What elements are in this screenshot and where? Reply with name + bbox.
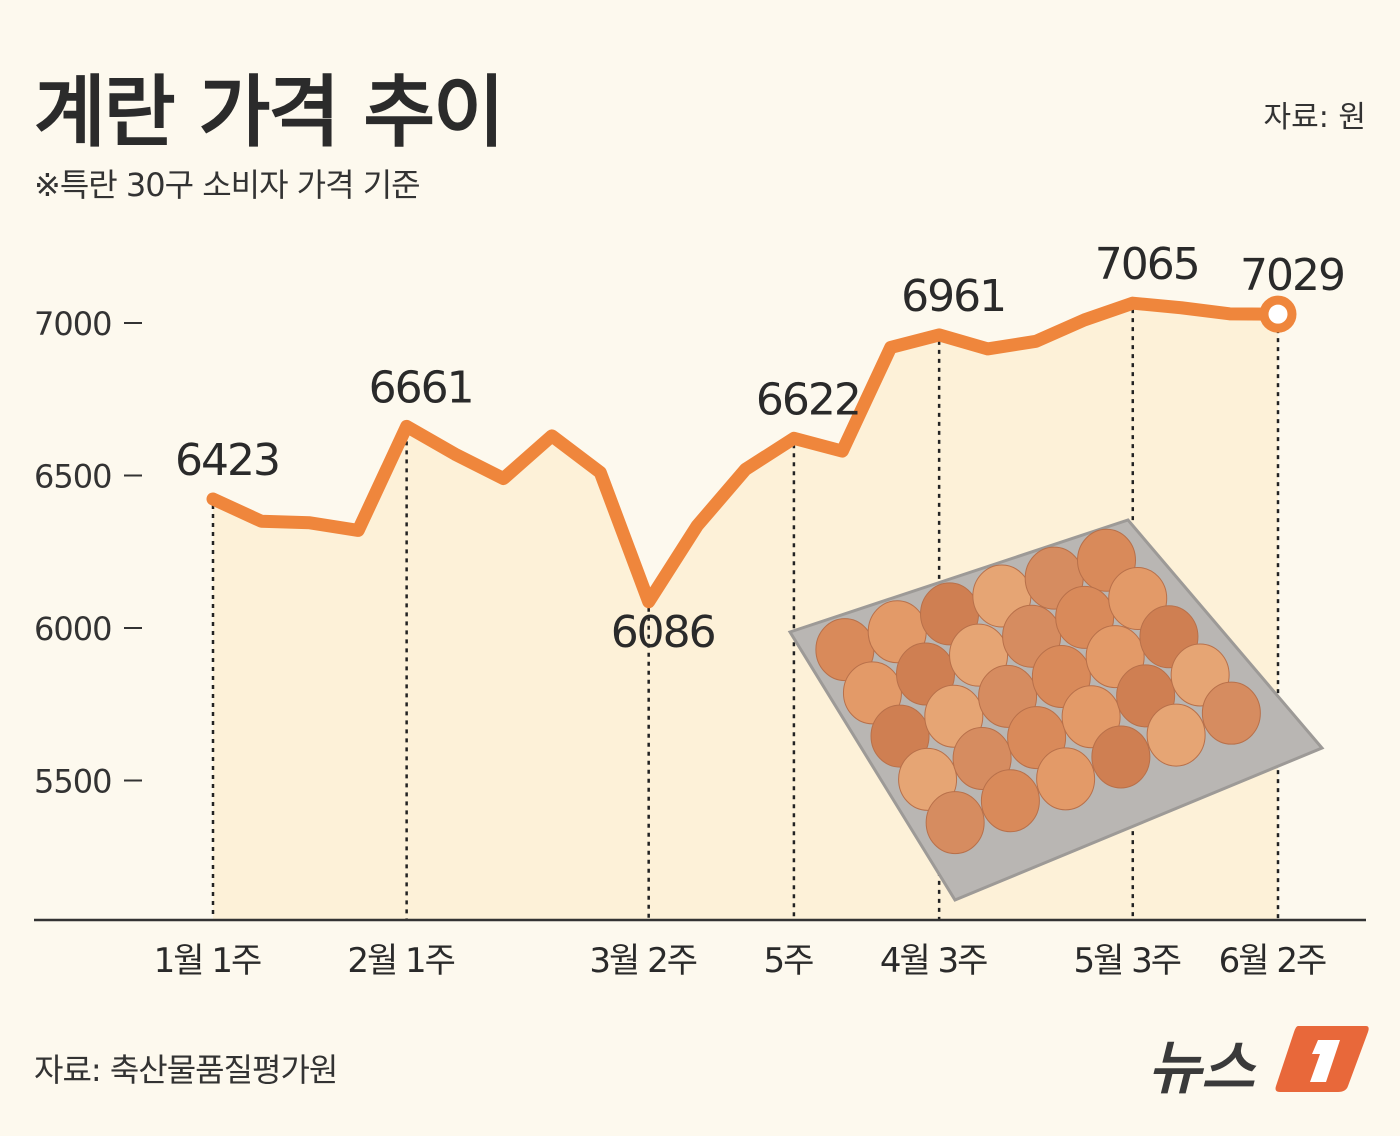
value-label: 6961: [901, 271, 1005, 322]
x-tick-label: 3월 2주: [589, 941, 696, 981]
data-point: [259, 519, 264, 524]
data-point: [743, 467, 748, 472]
value-label: 7065: [1095, 239, 1199, 290]
egg: [1201, 681, 1261, 745]
y-tick-label: 6000: [34, 610, 111, 648]
egg-tray-photo: [787, 518, 1325, 902]
y-tick-label: 7000: [34, 305, 111, 343]
value-label: 6661: [369, 362, 473, 413]
data-point: [1227, 311, 1232, 316]
data-point: [646, 599, 651, 604]
data-point: [307, 520, 312, 525]
data-point: [937, 332, 942, 337]
data-point: [840, 449, 845, 454]
x-tick-label: 5월 3주: [1073, 941, 1180, 981]
y-tick-label: 5500: [34, 763, 111, 801]
news1-logo: 뉴스: [1148, 1018, 1373, 1102]
source-label: 자료: 축산물품질평가원: [34, 1051, 338, 1089]
chart-title: 계란 가격 추이: [34, 68, 505, 158]
egg: [1036, 747, 1096, 811]
value-label: 7029: [1240, 250, 1344, 301]
egg: [1091, 725, 1151, 789]
data-point: [1130, 301, 1135, 306]
data-point: [549, 433, 554, 438]
chart-subtitle: ※특란 30구 소비자 가격 기준: [34, 166, 421, 204]
data-point: [888, 345, 893, 350]
data-point: [1179, 305, 1184, 310]
data-point: [598, 470, 603, 475]
svg-text:뉴스: 뉴스: [1148, 1034, 1257, 1098]
value-label: 6622: [756, 374, 860, 425]
data-point: [791, 436, 796, 441]
last-point-marker: [1259, 295, 1297, 333]
data-point: [1033, 339, 1038, 344]
data-point: [356, 528, 361, 533]
x-tick-label: 5주: [763, 941, 813, 981]
data-point: [985, 346, 990, 351]
data-point: [453, 452, 458, 457]
data-point: [695, 523, 700, 528]
x-tick-label: 4월 3주: [880, 941, 987, 981]
y-tick-label: 6500: [34, 458, 111, 496]
data-point: [404, 424, 409, 429]
data-point: [211, 496, 215, 501]
value-label: 6423: [175, 435, 279, 486]
x-tick-label: 6월 2주: [1219, 941, 1326, 981]
egg: [925, 791, 985, 855]
data-point: [501, 476, 506, 481]
egg: [1146, 703, 1206, 767]
unit-label: 자료: 원: [1263, 100, 1366, 135]
egg: [980, 769, 1040, 833]
data-point: [1082, 317, 1087, 322]
value-label: 6086: [611, 607, 715, 658]
x-tick-label: 1월 1주: [154, 941, 261, 981]
x-tick-label: 2월 1주: [347, 941, 454, 981]
